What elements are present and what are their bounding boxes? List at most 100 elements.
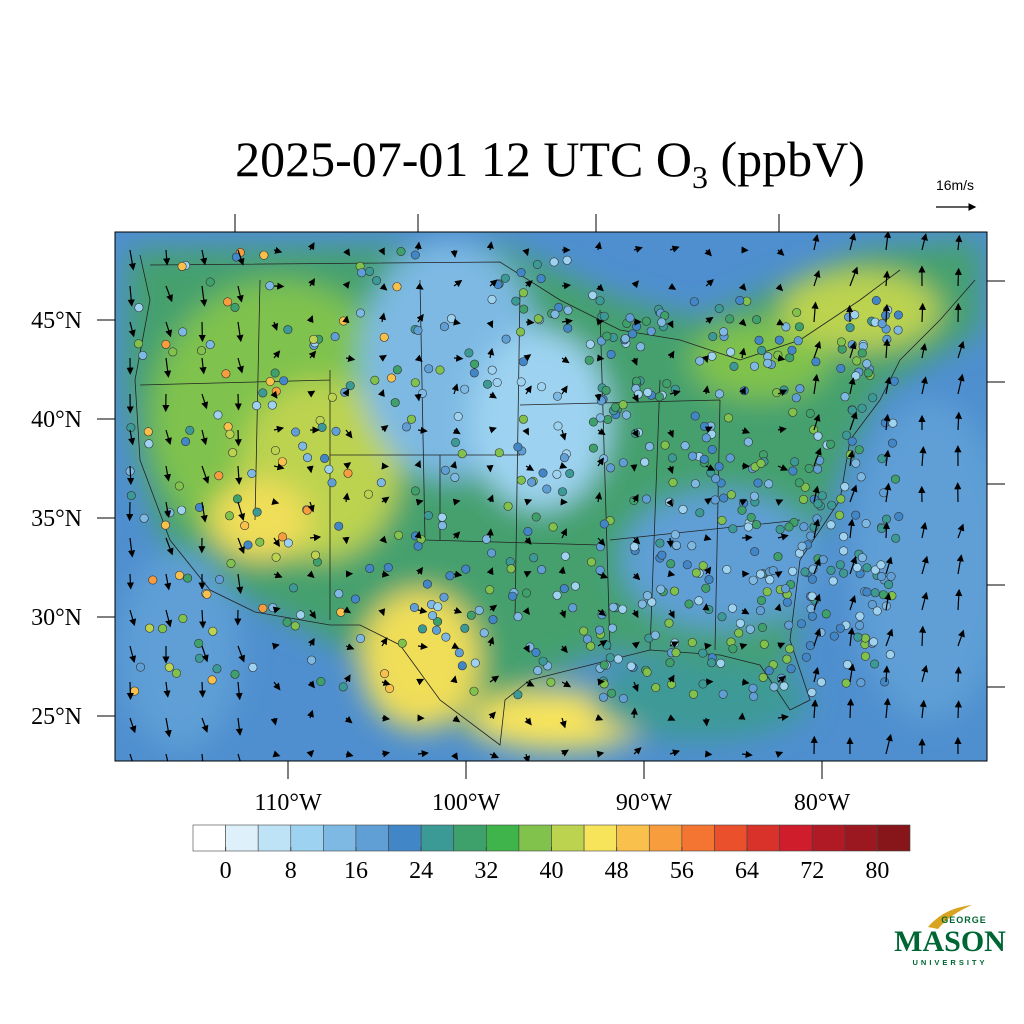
colorbar-tick-label: 80 [865,858,889,884]
wind-vector [523,571,532,578]
station [790,457,800,467]
station [637,599,647,609]
station [252,401,262,411]
station [872,606,882,616]
wind-vector [523,644,530,653]
station [842,659,852,669]
wind-vector [702,355,709,364]
wind-vector [522,607,530,616]
station [701,583,711,593]
wind-vector [666,498,674,507]
station [585,339,595,349]
station [717,612,727,622]
wind-vector [342,388,350,397]
wind-vector [127,285,135,307]
wind-vector [920,521,928,539]
station [482,379,492,389]
station [270,368,280,378]
wind-vector [199,609,207,629]
wind-vector [380,637,388,647]
wind-vector [668,282,677,290]
station [726,347,736,357]
colorbar-tick-label: 56 [670,858,694,884]
wind-vector [273,246,283,254]
wind-vector [273,571,283,579]
station [586,557,596,567]
station [704,575,714,585]
wind-vector [306,749,315,758]
wind-vector [813,593,821,611]
station [641,316,651,326]
station [161,339,171,349]
station [707,658,717,668]
station [710,495,720,505]
wind-vector [128,429,136,446]
station [631,376,641,386]
station [454,648,464,658]
station [885,650,895,660]
wind-vector [234,393,242,411]
wind-vector [342,536,350,545]
station [807,687,817,697]
station [228,448,238,458]
station [794,322,804,332]
wind-vector [272,537,280,548]
station [516,377,526,387]
station [855,611,865,621]
station [516,327,526,337]
station [835,510,845,520]
station [860,651,870,661]
station [423,510,433,520]
station [861,518,871,528]
station [513,612,523,622]
wind-vector [739,386,746,395]
wind-vector [342,315,350,324]
station [288,583,298,593]
wind-vector [884,482,892,503]
station [880,418,890,428]
wind-vector [487,494,494,503]
station [756,458,766,468]
wind-vector [343,606,352,614]
wind-vector [129,609,137,627]
wind-vector [488,391,497,399]
station [660,440,670,450]
wind-vector [883,697,891,719]
station [243,540,253,550]
station [511,296,521,306]
station [847,340,857,350]
wind-vector [920,233,928,251]
wind-vector [882,303,891,323]
station [457,661,467,671]
station [807,574,817,584]
station [365,266,375,276]
wind-vector [200,501,208,523]
station [775,524,785,534]
station [538,656,548,666]
wind-vector [883,232,892,251]
station [385,683,395,693]
station [174,481,184,491]
wind-vector [812,373,820,395]
wind-vector [632,572,641,581]
wind-vector [379,312,387,323]
station [144,439,154,449]
station [215,574,225,584]
wind-vector [560,528,567,539]
station [309,334,319,344]
station [317,422,327,432]
wind-vector [417,606,428,615]
station [728,524,738,534]
station [259,250,269,260]
wind-vector [415,282,424,290]
wind-vector [813,413,821,431]
wind-vector [164,573,172,591]
station [552,391,562,401]
colorbar-box [257,824,292,852]
station [722,564,732,574]
wind-vector [561,317,573,326]
station [223,422,233,432]
station [805,641,815,651]
station [139,513,149,523]
